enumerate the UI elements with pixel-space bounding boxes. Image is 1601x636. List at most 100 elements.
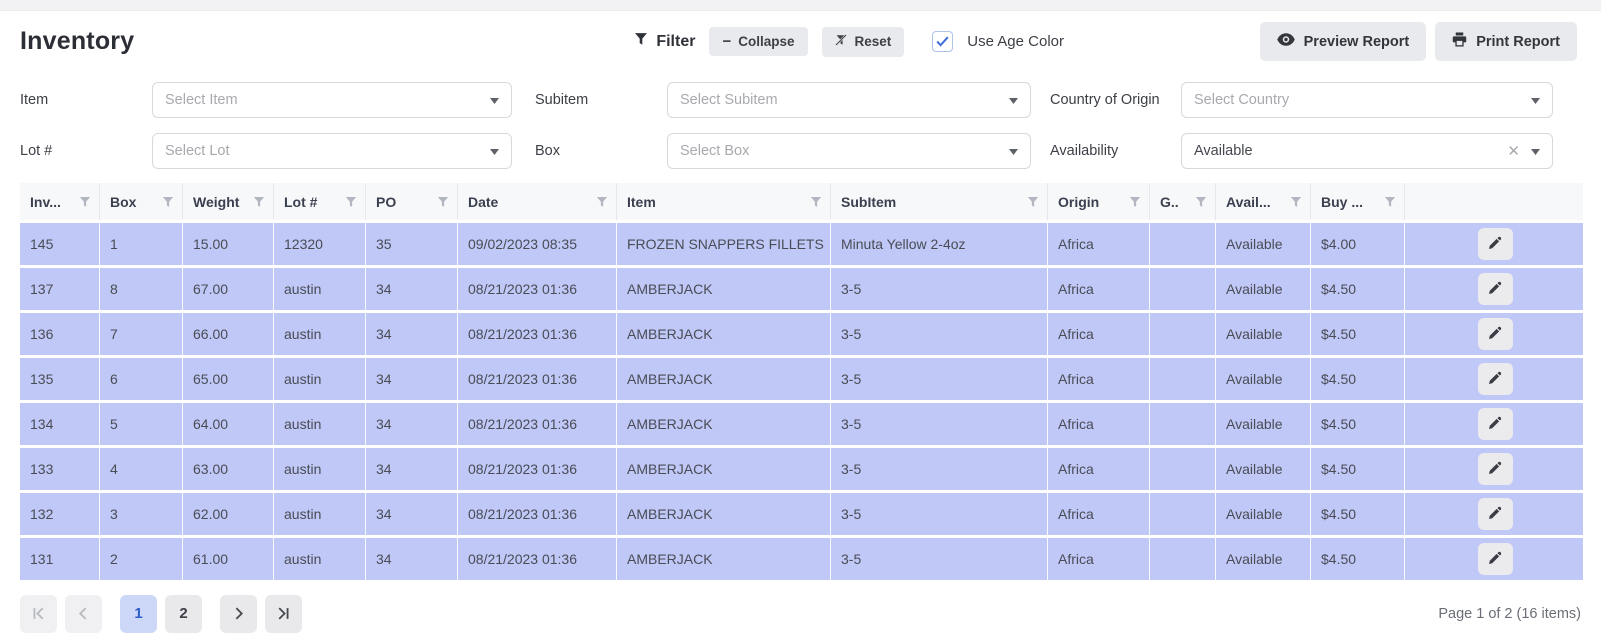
funnel-icon[interactable]: [162, 196, 174, 208]
funnel-icon[interactable]: [1129, 196, 1141, 208]
cell-item: AMBERJACK: [616, 448, 830, 490]
cell-actions: [1404, 223, 1583, 265]
column-header-label: Box: [110, 194, 162, 210]
table-row[interactable]: 131261.00austin3408/21/2023 01:36AMBERJA…: [20, 538, 1583, 583]
column-header-label: PO: [376, 194, 437, 210]
page-button-1[interactable]: 1: [120, 595, 157, 633]
cell-buy: $4.50: [1310, 538, 1404, 580]
filter-select-availability[interactable]: Available✕: [1181, 133, 1553, 169]
chevron-down-icon: [1009, 91, 1018, 109]
filter-field-label-item: Item: [20, 92, 152, 108]
next-page-icon: [231, 606, 246, 621]
column-header-g[interactable]: G..: [1149, 183, 1215, 220]
use-age-color-checkbox[interactable]: [932, 31, 953, 52]
x-icon[interactable]: ✕: [1504, 144, 1523, 159]
chevron-down-icon: [1009, 142, 1018, 160]
funnel-icon[interactable]: [1195, 196, 1207, 208]
cell-inv: 132: [20, 493, 99, 535]
table-row[interactable]: 132362.00austin3408/21/2023 01:36AMBERJA…: [20, 493, 1583, 538]
cell-actions: [1404, 358, 1583, 400]
cell-subitem: 3-5: [830, 493, 1047, 535]
cell-buy: $4.00: [1310, 223, 1404, 265]
funnel-icon[interactable]: [596, 196, 608, 208]
preview-report-button[interactable]: Preview Report: [1260, 22, 1427, 61]
column-header-buy[interactable]: Buy ...: [1310, 183, 1404, 220]
edit-row-button[interactable]: [1478, 453, 1513, 485]
edit-row-button[interactable]: [1478, 363, 1513, 395]
pencil-icon: [1488, 461, 1502, 478]
filter-select-subitem[interactable]: Select Subitem: [667, 82, 1031, 118]
filter-select-item[interactable]: Select Item: [152, 82, 512, 118]
table-row[interactable]: 133463.00austin3408/21/2023 01:36AMBERJA…: [20, 448, 1583, 493]
edit-row-button[interactable]: [1478, 498, 1513, 530]
page-number-buttons: 12: [110, 595, 210, 633]
cell-lot: austin: [273, 493, 365, 535]
cell-item: AMBERJACK: [616, 493, 830, 535]
first-page-button[interactable]: [20, 595, 57, 633]
funnel-icon[interactable]: [1384, 196, 1396, 208]
table-row[interactable]: 134564.00austin3408/21/2023 01:36AMBERJA…: [20, 403, 1583, 448]
cell-item: FROZEN SNAPPERS FILLETS: [616, 223, 830, 265]
cell-weight: 63.00: [182, 448, 273, 490]
cell-subitem: 3-5: [830, 448, 1047, 490]
cell-inv: 136: [20, 313, 99, 355]
column-header-label: Buy ...: [1321, 194, 1384, 210]
print-report-button[interactable]: Print Report: [1435, 22, 1577, 61]
column-header-date[interactable]: Date: [457, 183, 616, 220]
chevron-down-icon: [490, 91, 499, 109]
cell-date: 08/21/2023 01:36: [457, 493, 616, 535]
edit-row-button[interactable]: [1478, 273, 1513, 305]
funnel-slash-icon: [835, 34, 848, 50]
funnel-icon[interactable]: [1027, 196, 1039, 208]
column-header-item[interactable]: Item: [616, 183, 830, 220]
cell-inv: 145: [20, 223, 99, 265]
cell-buy: $4.50: [1310, 313, 1404, 355]
column-header-label: Origin: [1058, 194, 1129, 210]
table-row[interactable]: 135665.00austin3408/21/2023 01:36AMBERJA…: [20, 358, 1583, 403]
page-button-2[interactable]: 2: [165, 595, 202, 633]
cell-inv: 131: [20, 538, 99, 580]
funnel-icon[interactable]: [1290, 196, 1302, 208]
cell-lot: austin: [273, 403, 365, 445]
funnel-icon[interactable]: [79, 196, 91, 208]
cell-lot: austin: [273, 313, 365, 355]
table-row[interactable]: 136766.00austin3408/21/2023 01:36AMBERJA…: [20, 313, 1583, 358]
column-header-weight[interactable]: Weight: [182, 183, 273, 220]
cell-date: 08/21/2023 01:36: [457, 268, 616, 310]
column-header-label: Avail...: [1226, 194, 1290, 210]
cell-actions: [1404, 448, 1583, 490]
edit-row-button[interactable]: [1478, 543, 1513, 575]
column-header-origin[interactable]: Origin: [1047, 183, 1149, 220]
column-header-po[interactable]: PO: [365, 183, 457, 220]
funnel-icon[interactable]: [810, 196, 822, 208]
cell-po: 34: [365, 493, 457, 535]
column-header-avail[interactable]: Avail...: [1215, 183, 1310, 220]
window-top-strip: [0, 0, 1601, 11]
filter-select-lot[interactable]: Select Lot: [152, 133, 512, 169]
table-row[interactable]: 145115.00123203509/02/2023 08:35FROZEN S…: [20, 223, 1583, 268]
funnel-icon[interactable]: [437, 196, 449, 208]
last-page-button[interactable]: [265, 595, 302, 633]
edit-row-button[interactable]: [1478, 228, 1513, 260]
cell-avail: Available: [1215, 223, 1310, 265]
filter-select-box[interactable]: Select Box: [667, 133, 1031, 169]
collapse-button[interactable]: − Collapse: [709, 27, 807, 56]
funnel-icon[interactable]: [345, 196, 357, 208]
cell-item: AMBERJACK: [616, 538, 830, 580]
column-header-inv[interactable]: Inv...: [20, 183, 99, 220]
next-page-button[interactable]: [220, 595, 257, 633]
column-header-box[interactable]: Box: [99, 183, 182, 220]
table-row[interactable]: 137867.00austin3408/21/2023 01:36AMBERJA…: [20, 268, 1583, 313]
cell-lot: 12320: [273, 223, 365, 265]
edit-row-button[interactable]: [1478, 318, 1513, 350]
reset-button[interactable]: Reset: [822, 27, 905, 57]
edit-row-button[interactable]: [1478, 408, 1513, 440]
cell-g: [1149, 538, 1215, 580]
filter-select-country-of-origin[interactable]: Select Country: [1181, 82, 1553, 118]
prev-page-button[interactable]: [65, 595, 102, 633]
pencil-icon: [1488, 506, 1502, 523]
column-header-subitem[interactable]: SubItem: [830, 183, 1047, 220]
cell-buy: $4.50: [1310, 403, 1404, 445]
column-header-lot[interactable]: Lot #: [273, 183, 365, 220]
funnel-icon[interactable]: [253, 196, 265, 208]
